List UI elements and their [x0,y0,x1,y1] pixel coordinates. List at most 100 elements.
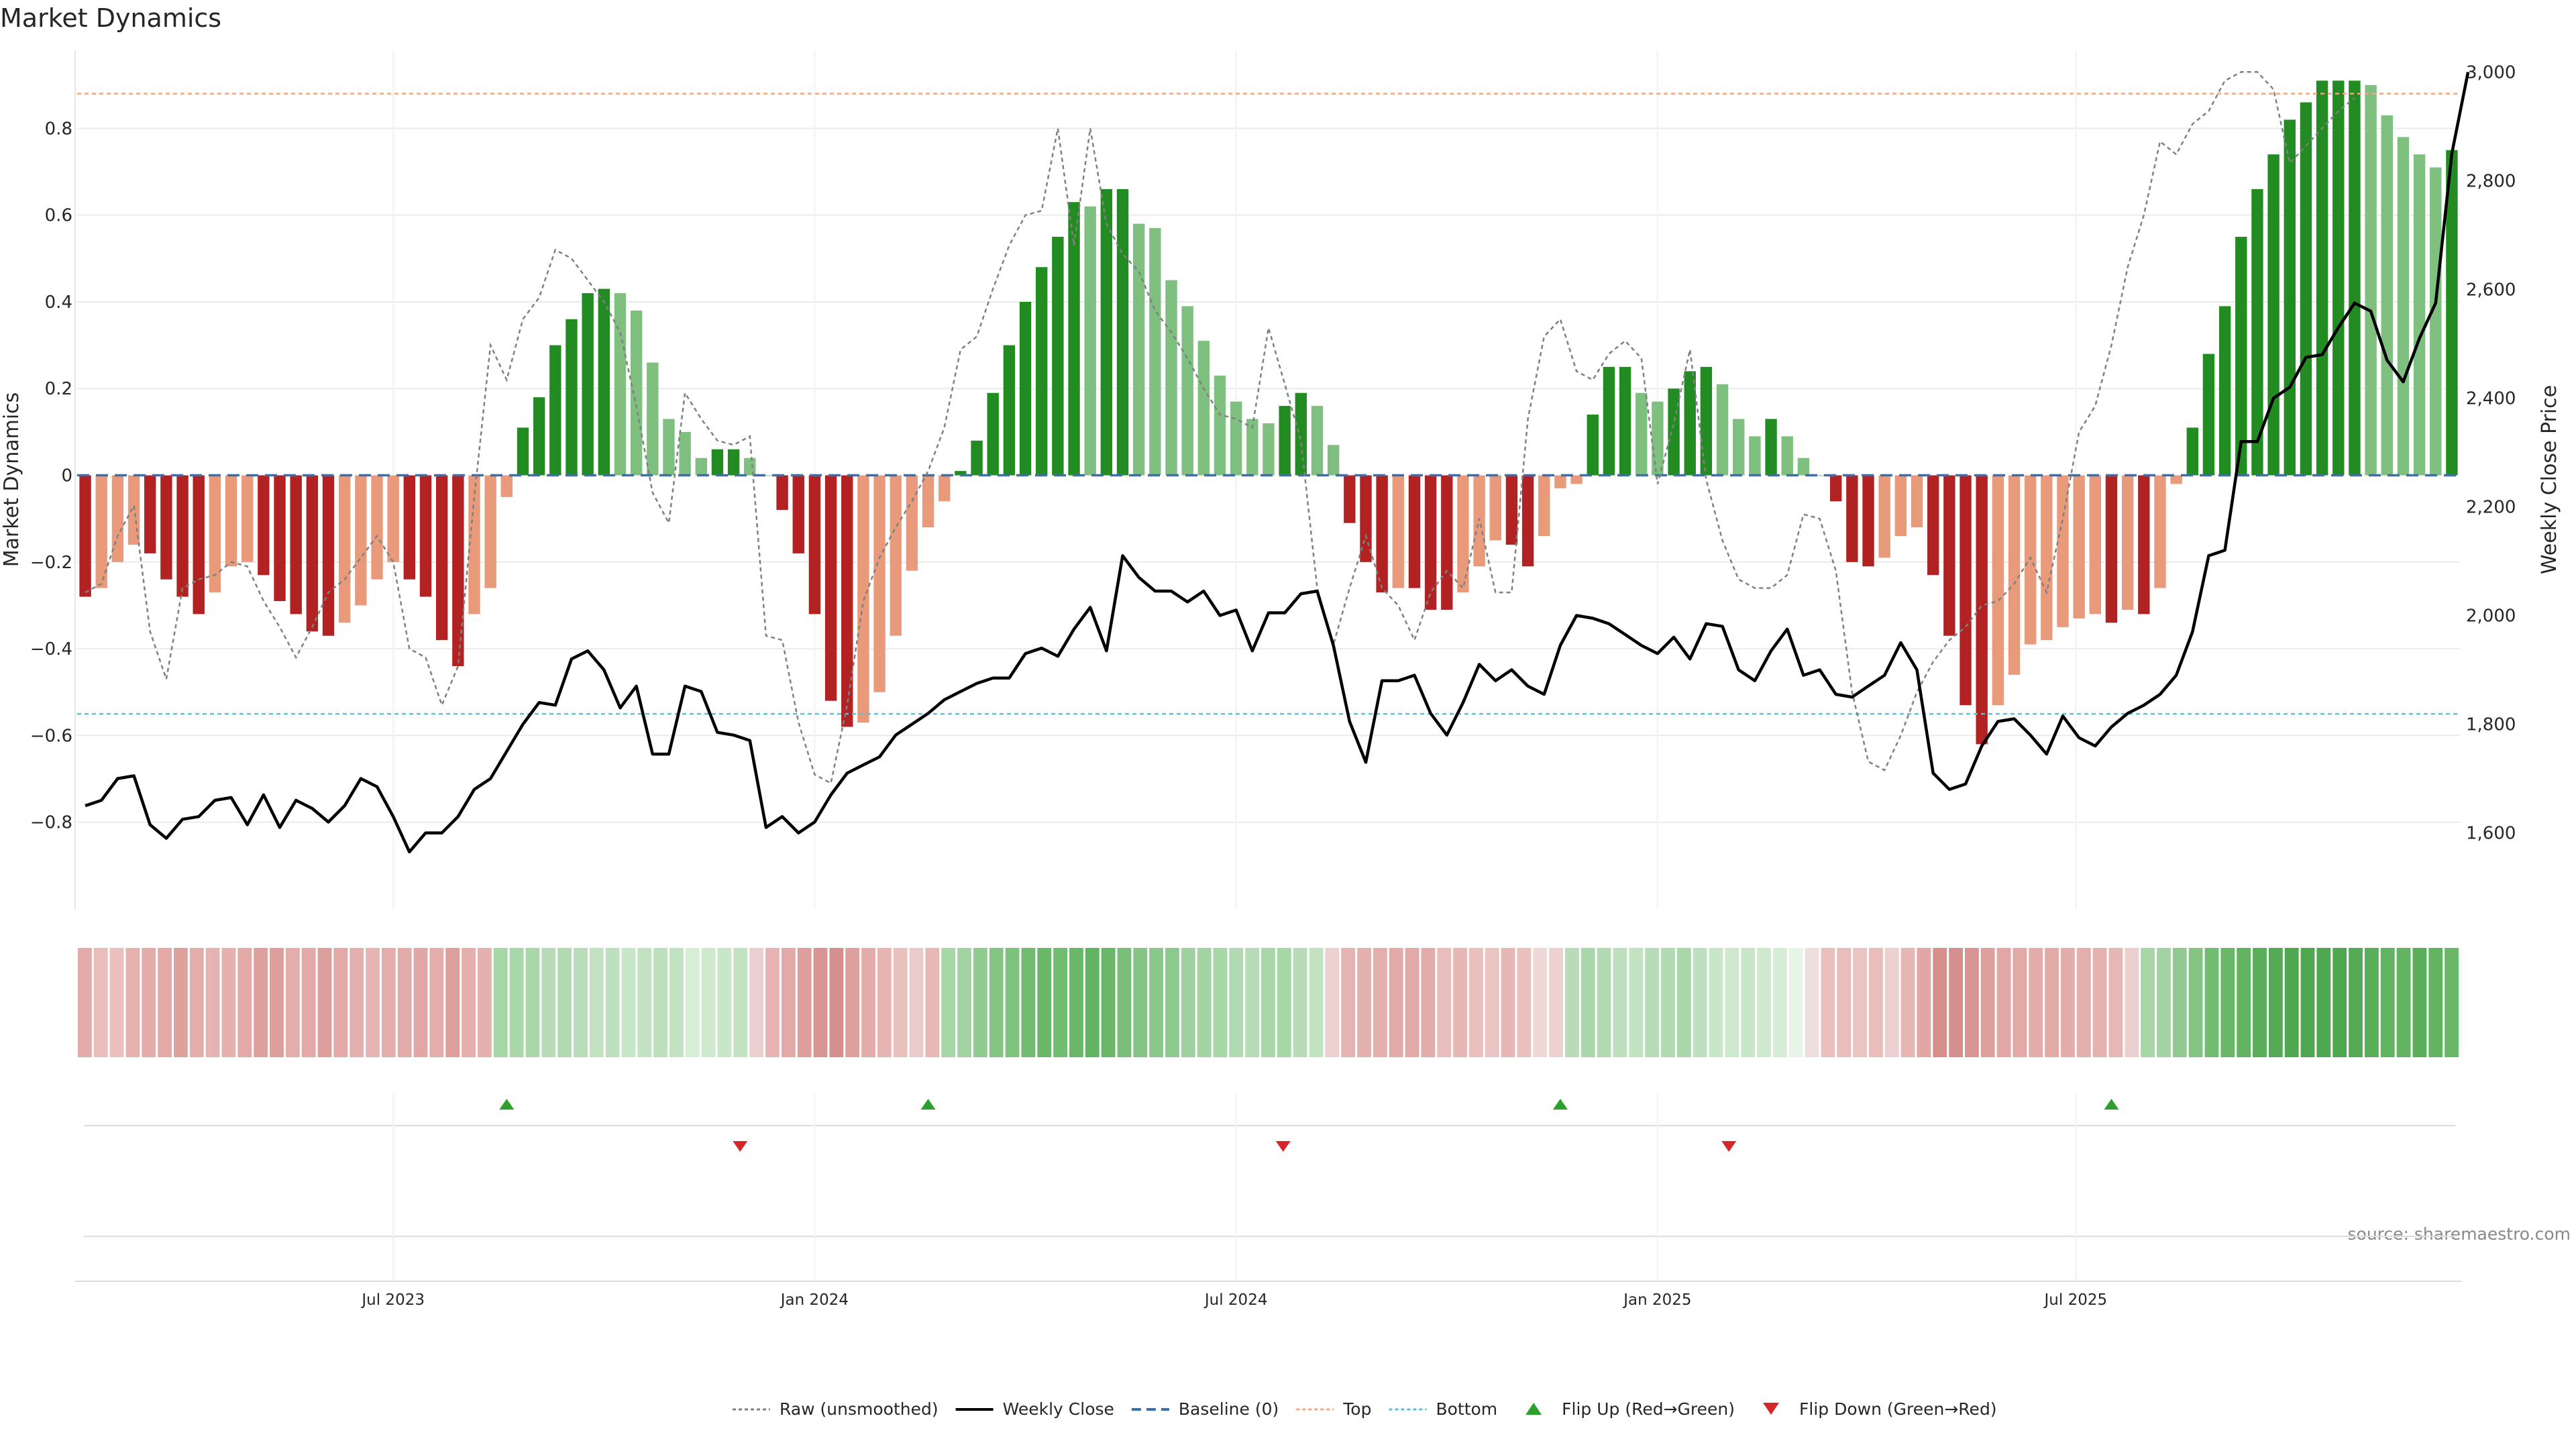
heatmap-cell [925,948,940,1057]
bar [1976,475,1988,745]
bar [679,431,691,476]
bar [1943,475,1955,636]
bar [1992,475,2004,706]
bar [1279,406,1291,476]
bar [2202,354,2215,476]
bar [1797,458,1810,476]
flip-up-marker [920,1099,936,1110]
bar [322,475,335,636]
bar [225,475,237,567]
bar [1960,475,1972,706]
heatmap-cell [1021,948,1036,1057]
bar [808,475,821,614]
heatmap-cell [509,948,524,1057]
heatmap-cell [2045,948,2059,1057]
heatmap-cell [1085,948,1099,1057]
bar [1765,419,1777,476]
bar [2154,475,2166,588]
bar [727,449,740,476]
bar [1927,475,1939,576]
bar [647,362,659,476]
legend-label: Top [1342,1399,1371,1419]
heatmap-cell [1837,948,1851,1057]
heatmap-cell [557,948,572,1057]
bar [938,475,951,502]
bar [1862,475,1874,567]
heatmap-cell [813,948,828,1057]
heatmap-cell [429,948,444,1057]
heatmap-cell [669,948,684,1057]
heatmap-cell [589,948,604,1057]
left-tick-label: −0.2 [30,553,72,573]
bar [1360,475,1372,562]
legend-swatch-flip-down [1763,1403,1780,1415]
heatmap-cell [2125,948,2139,1057]
bar [419,475,432,597]
bar [2218,306,2231,476]
right-tick-label: 2,400 [2466,388,2516,409]
heatmap-cell [2396,948,2411,1057]
heatmap-cell [1772,948,1787,1057]
heatmap-cell [1629,948,1644,1057]
heatmap-cell [1101,948,1116,1057]
heatmap-cell [2188,948,2203,1057]
bar [922,475,934,528]
bar [241,475,254,562]
heatmap-cell [685,948,700,1057]
heatmap-cell [1245,948,1260,1057]
flip-down-marker [1721,1141,1737,1152]
heatmap-cell [2237,948,2251,1057]
heatmap-cell [2349,948,2363,1057]
heatmap-cell [749,948,764,1057]
bar [1149,228,1161,476]
bar [1165,280,1177,476]
heatmap-cell [2332,948,2347,1057]
bar [1489,475,1501,541]
heatmap-cell [1868,948,1883,1057]
heatmap-cell [845,948,860,1057]
heatmap-cell [701,948,716,1057]
heatmap-cell [2076,948,2091,1057]
bar [1116,189,1129,476]
bar [484,475,496,588]
bar [598,288,610,476]
source-text: source: sharemaestro.com [2348,1224,2571,1244]
flip-up-marker [1552,1099,1568,1110]
flip-down-marker [1275,1141,1291,1152]
heatmap-cell [1741,948,1756,1057]
heatmap-cell [1964,948,1979,1057]
bar [1619,366,1631,476]
heatmap-cell [717,948,732,1057]
bar [517,427,529,476]
y-axis-label-left: Market Dynamics [0,392,23,568]
bar [403,475,416,580]
heatmap-cell [1501,948,1515,1057]
bar [955,471,967,476]
left-tick-label: 0.6 [45,206,72,226]
heatmap-cell [2364,948,2379,1057]
heatmap-cell [1325,948,1340,1057]
heatmap-cell [1421,948,1436,1057]
legend-label: Raw (unsmoothed) [780,1399,938,1419]
bar [2316,80,2328,476]
bar [841,475,853,727]
bar [2073,475,2085,619]
heatmap-cell [2316,948,2331,1057]
bar [744,458,756,476]
bar [111,475,124,562]
bar [95,475,107,588]
x-tick-label: Jul 2023 [360,1291,425,1309]
heatmap-cell [1996,948,2011,1057]
bar [2349,80,2361,476]
left-tick-label: 0.8 [45,119,72,139]
grid-lines [74,50,2460,909]
heatmap-cell [1853,948,1867,1057]
heatmap-cell [1037,948,1052,1057]
legend-label: Baseline (0) [1179,1399,1279,1419]
legend: Raw (unsmoothed) Weekly Close Baseline (0)… [733,1399,1997,1419]
heatmap-cell [221,948,236,1057]
bar [1505,475,1518,545]
heatmap-cell [1293,948,1307,1057]
raw-series-line [85,71,2355,785]
heatmap-cell [1661,948,1675,1057]
